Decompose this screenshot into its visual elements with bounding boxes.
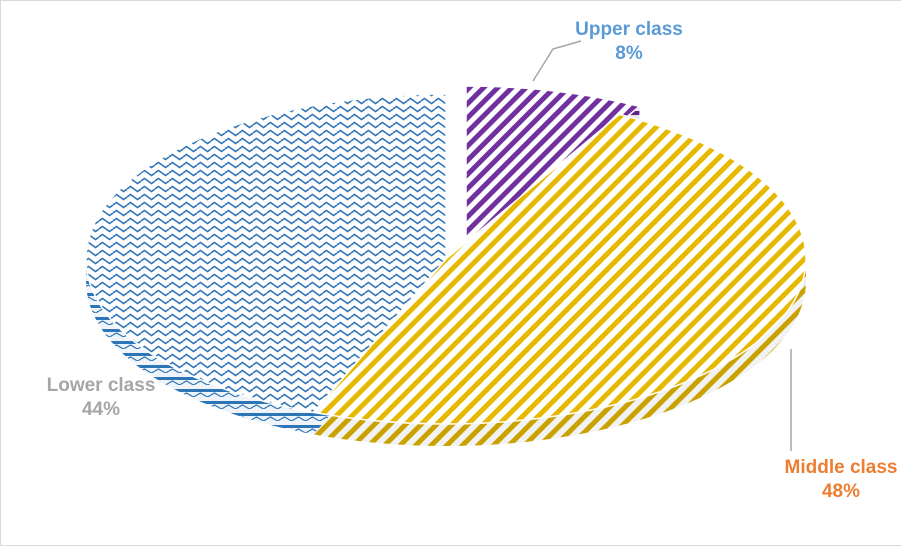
slice-side-middle-class bbox=[313, 259, 806, 446]
slice-lower-class bbox=[85, 93, 447, 414]
label-lower-class: Lower class 44% bbox=[21, 374, 181, 422]
label-middle-class: Middle class 48% bbox=[761, 456, 901, 504]
label-middle-class-name: Middle class bbox=[784, 457, 898, 478]
slice-side-lower-class bbox=[86, 259, 314, 435]
label-upper-class: Upper class 8% bbox=[549, 18, 709, 66]
label-lower-class-name: Lower class bbox=[46, 375, 156, 396]
slice-middle-class bbox=[312, 113, 807, 425]
leader-upper-class bbox=[532, 40, 582, 82]
label-middle-class-value: 48% bbox=[821, 481, 861, 502]
label-upper-class-name: Upper class bbox=[575, 19, 683, 40]
label-lower-class-value: 44% bbox=[81, 399, 121, 420]
label-upper-class-value: 8% bbox=[615, 43, 643, 64]
